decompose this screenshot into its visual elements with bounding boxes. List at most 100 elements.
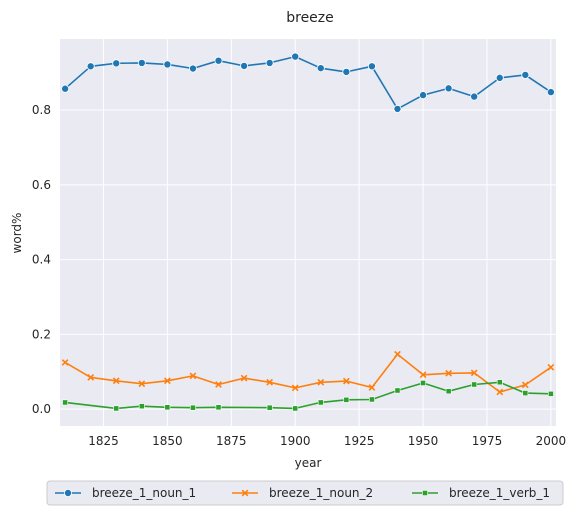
- legend-label-breeze-1-noun-1: breeze_1_noun_1: [92, 486, 196, 500]
- data-point-breeze-1-verb-1: [62, 399, 69, 406]
- data-point-breeze-1-noun-1: [393, 104, 402, 113]
- data-point-breeze-1-noun-2: [547, 363, 555, 371]
- legend-marker-breeze-1-noun-2-stroke: [241, 489, 249, 497]
- grid-layer: [60, 39, 556, 426]
- data-point-breeze-1-noun-1: [112, 59, 121, 68]
- data-point-breeze-1-noun-2: [521, 381, 529, 389]
- data-point-breeze-1-verb-1: [496, 379, 503, 386]
- data-point-breeze-1-noun-2: [164, 377, 171, 385]
- series-line-breeze-1-verb-1: [65, 381, 551, 410]
- data-point-breeze-1-noun-1: [342, 67, 351, 76]
- data-point-breeze-1-noun-1: [214, 56, 223, 65]
- data-point-breeze-1-verb-1: [471, 381, 478, 388]
- data-point-breeze-1-noun-2-stroke: [419, 371, 427, 379]
- data-point-breeze-1-noun-2: [419, 371, 427, 379]
- y-axis-label: word%: [10, 213, 24, 254]
- legend-label-breeze-1-verb-1: breeze_1_verb_1: [449, 486, 550, 500]
- data-point-breeze-1-noun-1: [137, 58, 146, 67]
- data-point-breeze-1-noun-2-stroke: [87, 374, 95, 381]
- x-tick-label: 1850: [152, 434, 183, 448]
- legend-item-breeze-1-verb-1: breeze_1_verb_1: [412, 486, 550, 500]
- data-point-breeze-1-noun-2: [240, 374, 248, 382]
- y-tick-label: 0.0: [32, 402, 51, 416]
- data-point-breeze-1-noun-1: [316, 64, 325, 73]
- x-tick-label: 2000: [536, 434, 567, 448]
- data-point-breeze-1-noun-2: [87, 374, 95, 381]
- x-tick-label: 1925: [344, 434, 375, 448]
- data-point-breeze-1-noun-2: [138, 380, 146, 388]
- data-point-breeze-1-noun-1: [240, 61, 249, 70]
- data-point-breeze-1-noun-2-stroke: [547, 363, 555, 371]
- y-tick-label: 0.4: [32, 253, 51, 267]
- data-point-breeze-1-noun-2: [394, 350, 401, 358]
- data-point-breeze-1-noun-1: [495, 73, 504, 82]
- data-point-breeze-1-verb-1: [547, 390, 554, 397]
- series-line-breeze-1-noun-2: [64, 353, 552, 393]
- data-point-breeze-1-noun-2-stroke: [215, 381, 222, 388]
- chart-title: breeze: [286, 10, 334, 26]
- data-point-breeze-1-noun-1: [470, 92, 479, 101]
- legend: breeze_1_noun_1 breeze_1_noun_2 breeze_1_v…: [46, 480, 564, 506]
- x-tick-label: 1875: [216, 434, 247, 448]
- data-point-breeze-1-noun-2: [342, 377, 350, 385]
- legend-marker-breeze-1-verb-1: [422, 490, 428, 496]
- data-point-breeze-1-noun-2-stroke: [138, 380, 146, 388]
- data-point-breeze-1-verb-1: [369, 396, 375, 403]
- legend-frame: [46, 480, 564, 506]
- data-point-breeze-1-noun-1: [86, 62, 95, 71]
- plot-area: [60, 39, 556, 426]
- data-point-breeze-1-noun-2: [112, 377, 120, 385]
- data-point-breeze-1-noun-2: [368, 384, 376, 391]
- y-tick-label: 0.6: [32, 178, 51, 192]
- data-point-breeze-1-noun-2-stroke: [342, 377, 350, 385]
- legend-item-breeze-1-noun-2: breeze_1_noun_2: [232, 486, 373, 500]
- data-point-breeze-1-noun-1: [419, 91, 428, 100]
- data-point-breeze-1-noun-2: [266, 378, 274, 386]
- data-point-breeze-1-noun-2-stroke: [266, 378, 274, 386]
- data-point-breeze-1-noun-1: [444, 84, 453, 93]
- data-point-breeze-1-noun-1: [291, 52, 300, 61]
- series-breeze-1-noun-2: [61, 350, 555, 396]
- data-point-breeze-1-verb-1: [190, 404, 196, 411]
- legend-marker-breeze-1-noun-2: [241, 489, 249, 497]
- data-point-breeze-1-noun-2: [189, 372, 197, 380]
- data-point-breeze-1-noun-2: [61, 359, 69, 366]
- series-line-breeze-1-noun-1: [64, 55, 552, 110]
- data-point-breeze-1-verb-1: [138, 403, 145, 410]
- data-point-breeze-1-noun-2: [291, 384, 299, 392]
- data-point-breeze-1-noun-2-stroke: [445, 369, 452, 377]
- data-point-breeze-1-verb-1: [343, 396, 350, 403]
- data-point-breeze-1-noun-2-stroke: [368, 384, 376, 391]
- data-point-breeze-1-noun-2-stroke: [240, 374, 248, 382]
- x-tick-label: 1900: [280, 434, 311, 448]
- data-point-breeze-1-noun-2: [317, 378, 325, 386]
- x-axis-label: year: [295, 456, 322, 470]
- data-point-breeze-1-noun-2-stroke: [291, 384, 299, 392]
- data-point-breeze-1-noun-2-stroke: [189, 372, 197, 380]
- data-point-breeze-1-verb-1: [394, 387, 401, 394]
- legend-marker-breeze-1-noun-1: [64, 488, 73, 497]
- data-point-breeze-1-verb-1: [113, 405, 120, 412]
- data-point-breeze-1-noun-2: [445, 369, 452, 377]
- x-tick-label: 1975: [472, 434, 503, 448]
- data-point-breeze-1-verb-1: [445, 388, 452, 395]
- tick-layer: 1825 1850 1875 1900 1925 1950 1975 2000 0.0 0.2 0.…: [32, 103, 566, 448]
- data-point-breeze-1-noun-2: [496, 388, 504, 396]
- x-tick-label: 1950: [408, 434, 439, 448]
- data-point-breeze-1-noun-1: [61, 84, 70, 93]
- y-tick-label: 0.2: [32, 327, 51, 341]
- data-point-breeze-1-noun-2-stroke: [61, 359, 69, 366]
- data-point-breeze-1-noun-1: [188, 64, 197, 73]
- data-point-breeze-1-noun-2-stroke: [521, 381, 529, 389]
- data-point-breeze-1-noun-1: [265, 58, 274, 67]
- data-point-breeze-1-verb-1: [292, 405, 299, 412]
- y-tick-label: 0.8: [32, 103, 51, 117]
- legend-item-breeze-1-noun-1: breeze_1_noun_1: [55, 486, 196, 500]
- data-point-breeze-1-verb-1: [522, 390, 529, 396]
- data-point-breeze-1-verb-1: [164, 404, 171, 411]
- data-point-breeze-1-noun-2-stroke: [394, 350, 401, 358]
- data-point-breeze-1-noun-1: [521, 70, 530, 79]
- data-point-breeze-1-noun-2: [215, 381, 222, 388]
